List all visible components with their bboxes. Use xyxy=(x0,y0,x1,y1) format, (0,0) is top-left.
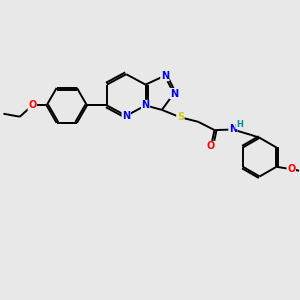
Text: N: N xyxy=(161,71,169,81)
Text: N: N xyxy=(142,100,150,110)
Text: O: O xyxy=(207,141,215,152)
Text: H: H xyxy=(236,120,243,129)
Text: N: N xyxy=(170,88,178,98)
Text: O: O xyxy=(287,164,296,174)
Text: N: N xyxy=(229,124,237,134)
Text: S: S xyxy=(177,112,184,122)
Text: N: N xyxy=(122,111,130,121)
Text: O: O xyxy=(28,100,36,110)
